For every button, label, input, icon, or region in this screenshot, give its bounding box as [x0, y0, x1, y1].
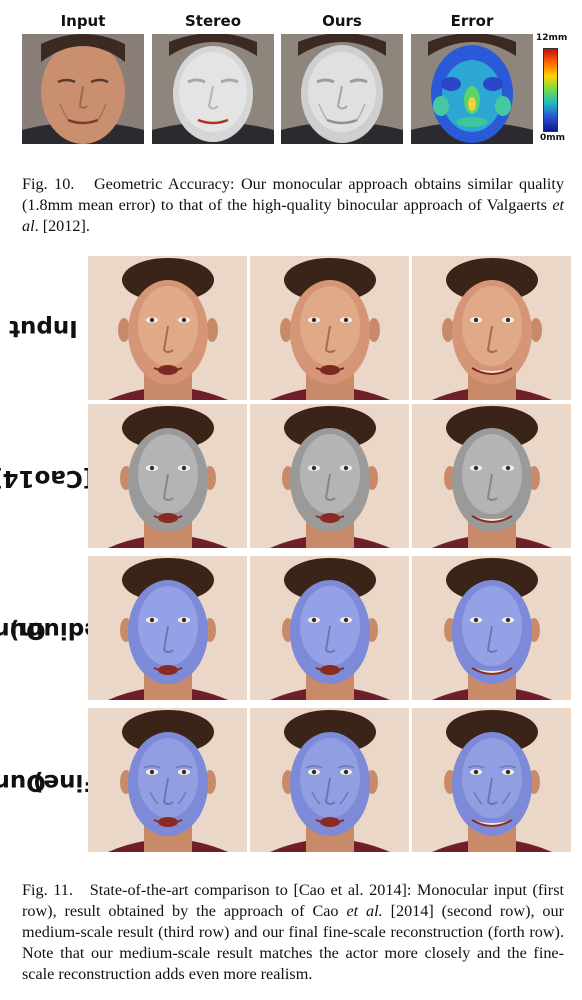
- cao14-image-3: [412, 404, 571, 548]
- cao14-image-1: [88, 404, 247, 548]
- ours-fine-image-2: [250, 708, 409, 852]
- ours-fine-image-1: [88, 708, 247, 852]
- ours-reconstruction-image: [281, 34, 403, 144]
- column-label-ours: Ours: [322, 12, 362, 30]
- column-label-error: Error: [450, 12, 494, 30]
- input-image-2: [250, 256, 409, 400]
- input-image-1: [88, 256, 247, 400]
- ours-medium-image-3: [412, 556, 571, 700]
- column-label-input: Input: [60, 12, 106, 30]
- stereo-reconstruction-image: [152, 34, 274, 144]
- row-label-ours-fine: Ours(Fine): [0, 769, 110, 795]
- colorbar-max-label: 12mm: [536, 33, 568, 43]
- figure-11-caption-text-2: [2014] (second row), our medium-scale re…: [22, 902, 564, 983]
- input-image-3: [412, 256, 571, 400]
- figure-10-caption-etal: et al: [22, 196, 564, 235]
- ours-fine-image-3: [412, 708, 571, 852]
- figure-10-caption-text: Geometric Accuracy: Our monocular approa…: [22, 175, 564, 214]
- figure-10-caption: Fig. 10. Geometric Accuracy: Our monocul…: [22, 174, 564, 237]
- colorbar-min-label: 0mm: [540, 133, 566, 143]
- cao14-image-2: [250, 404, 409, 548]
- row-label-cao14: [Cao14]: [0, 465, 94, 491]
- error-heatmap-image: [411, 34, 533, 144]
- error-colorbar: [543, 48, 558, 132]
- row-label-ours-medium: Ours(Medium): [0, 617, 134, 643]
- figure-11-caption: Fig. 11. State-of-the-art comparison to …: [22, 880, 564, 985]
- figure-10-caption-tail: . [2012].: [34, 217, 90, 235]
- figure-10-caption-lead: Fig. 10.: [22, 175, 75, 193]
- row-label-input: Input: [8, 315, 78, 341]
- figure-11-caption-lead: Fig. 11.: [22, 881, 73, 899]
- ours-medium-image-1: [88, 556, 247, 700]
- column-label-stereo: Stereo: [184, 12, 242, 30]
- ours-medium-image-2: [250, 556, 409, 700]
- input-face-image: [22, 34, 144, 144]
- figure-11-caption-etal: et al.: [346, 902, 383, 920]
- figure-11-caption-text: State-of-the-art comparison to [Cao et a…: [22, 881, 564, 920]
